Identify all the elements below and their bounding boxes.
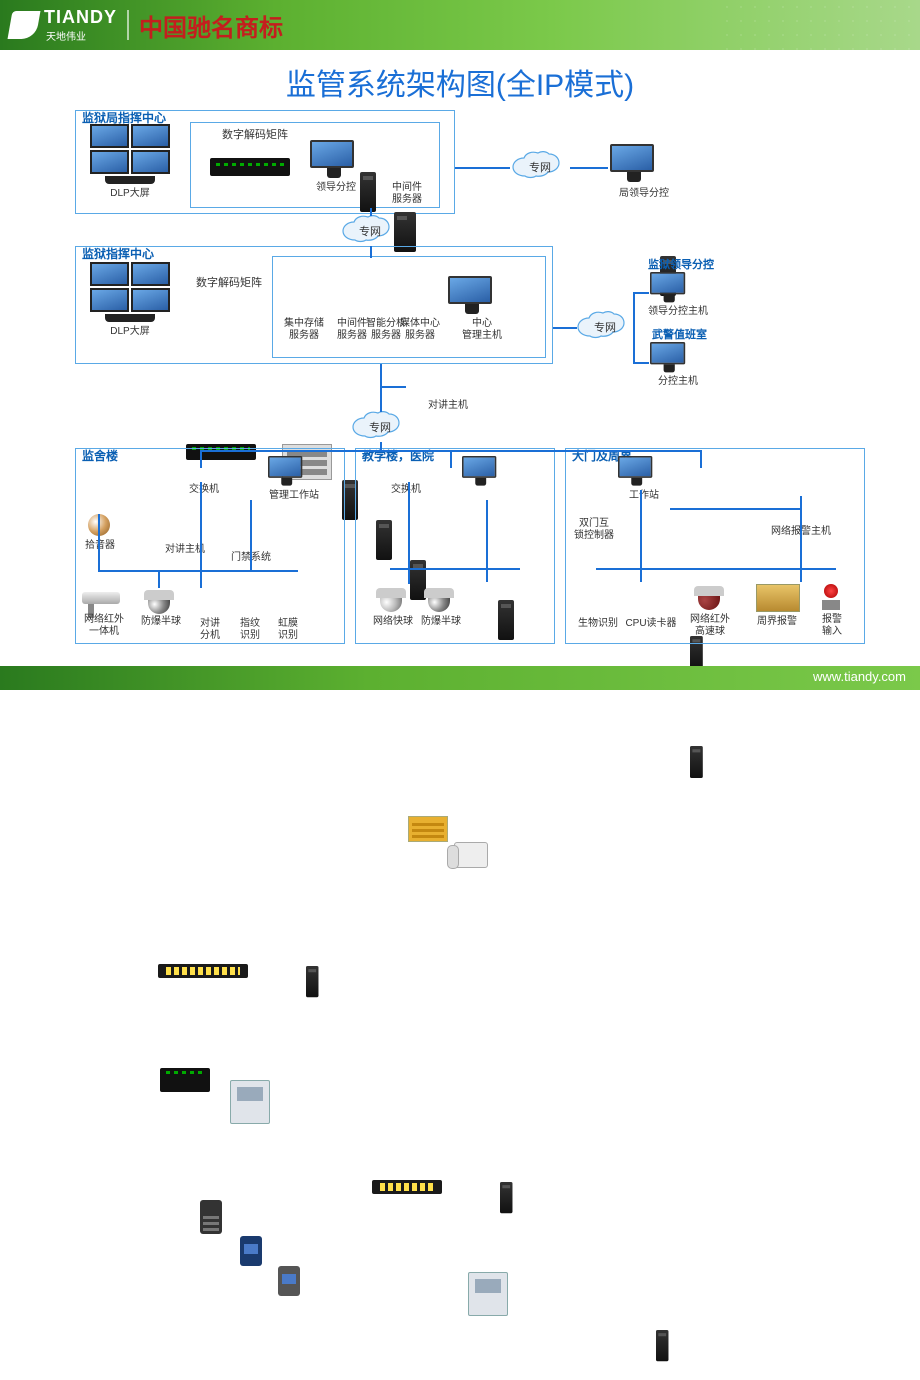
guard-tower — [690, 746, 703, 778]
region-prison-title: 监狱指挥中心 — [82, 245, 154, 262]
dorm-cam1 — [82, 592, 126, 610]
lbl-decoder1: 数字解码矩阵 — [222, 126, 288, 142]
intercom-phone — [454, 842, 488, 868]
lbl-gate-bio: 生物识别 — [574, 618, 622, 630]
teach-cam2 — [424, 588, 454, 612]
dorm-cam2 — [144, 590, 174, 614]
lbl-guard: 分控主机 — [650, 376, 706, 388]
dorm-kp — [200, 1200, 222, 1234]
lbl-teach-cam2: 防爆半球 — [416, 616, 466, 628]
page-title: 监管系统架构图(全IP模式) — [0, 60, 920, 104]
gate-ws — [618, 456, 655, 487]
gate-cam — [694, 586, 724, 610]
teach-ws-tower — [500, 1182, 512, 1213]
intercom-panel — [408, 816, 448, 842]
cloud-2-lbl: 专网 — [340, 223, 400, 239]
cloud-1: 专网 — [510, 150, 570, 184]
lbl-dorm-mic: 拾音器 — [80, 540, 120, 552]
lbl-gate-ctl: 双门互 锁控制器 — [574, 518, 614, 541]
lbl-center: 中心 管理主机 — [454, 318, 510, 341]
lbl-dorm-kp: 对讲 分机 — [192, 618, 228, 641]
dorm-ws — [268, 456, 305, 487]
gate-ain — [822, 584, 840, 610]
lbl-teach-cam1: 网络快球 — [368, 616, 418, 628]
cloud-1-lbl: 专网 — [510, 159, 570, 175]
ext2-titleA: 监狱领导分控 — [648, 256, 714, 272]
leader-tower-1 — [360, 172, 376, 212]
lbl-gate-ain: 报警 输入 — [812, 614, 852, 637]
lbl-dorm-cam1: 网络红外 一体机 — [76, 614, 132, 637]
lbl-teach-sw: 交换机 — [386, 484, 426, 496]
dorm-iris — [278, 1266, 300, 1296]
teach-ws — [462, 456, 499, 487]
lbl-intercom: 对讲主机 — [420, 400, 476, 412]
lbl-dorm-ic: 对讲主机 — [160, 544, 210, 556]
logo-cn: 天地伟业 — [46, 28, 117, 43]
lbl-media: 媒体中心 服务器 — [396, 318, 444, 341]
lbl-dlp1: DLP大屏 — [92, 188, 168, 200]
lbl-gate-perim: 周界报警 — [750, 616, 804, 628]
lbl-gate-cam: 网络红外 高速球 — [682, 614, 738, 637]
dorm-access — [230, 1080, 270, 1124]
teach-cam1 — [376, 588, 406, 612]
cloud-2: 专网 — [340, 214, 400, 248]
region-teach: 教学楼，医院 — [355, 448, 555, 644]
lbl-dorm-cam2: 防爆半球 — [138, 616, 184, 628]
dorm-switch — [158, 964, 248, 978]
gate-perim — [756, 584, 800, 612]
lbl-prison-leader: 领导分控主机 — [642, 306, 714, 318]
cloud-3-lbl: 专网 — [575, 319, 635, 335]
lbl-storage: 集中存储 服务器 — [276, 318, 332, 341]
lbl-decoder2: 数字解码矩阵 — [196, 274, 262, 290]
dlp-wall-2 — [90, 262, 170, 322]
cloud-4: 专网 — [350, 410, 410, 444]
teach-switch — [372, 1180, 442, 1194]
logo-mark — [8, 11, 41, 39]
dorm-fp — [240, 1236, 262, 1266]
bureau-leader-pc — [610, 144, 658, 184]
guard-pc — [650, 342, 688, 374]
header-bar: TIANDY 天地伟业 中国驰名商标 — [0, 0, 920, 50]
lbl-bureau-leader: 局领导分控 — [614, 188, 674, 200]
footer-bar: www.tiandy.com — [0, 666, 920, 690]
lbl-leader1: 领导分控 — [312, 182, 360, 194]
lbl-mw1: 中间件 服务器 — [382, 182, 432, 205]
teach-access — [468, 1272, 508, 1316]
dlp-wall-1 — [90, 124, 170, 184]
lbl-dorm-ir: 虹膜 识别 — [270, 618, 306, 641]
lbl-gate-rd: CPU读卡器 — [622, 618, 680, 630]
cloud-4-lbl: 专网 — [350, 419, 410, 435]
lbl-dorm-fp: 指纹 识别 — [232, 618, 268, 641]
dorm-intercom — [160, 1068, 210, 1092]
diagram-canvas: 监狱局指挥中心 DLP大屏 数字解码矩阵 领导分控 中间件 服务器 专网 局领导… — [0, 100, 920, 660]
dorm-ws-tower — [306, 966, 318, 997]
lbl-gate-ws: 工作站 — [622, 490, 666, 502]
cloud-3: 专网 — [575, 310, 635, 344]
prison-leader-pc — [650, 272, 688, 304]
center-host — [448, 276, 496, 316]
brand-slogan: 中国驰名商标 — [139, 8, 283, 43]
lbl-dorm-sw: 交换机 — [184, 484, 224, 496]
footer-url: www.tiandy.com — [813, 669, 906, 684]
subgroup-2 — [272, 256, 546, 358]
ext2-titleB: 武警值班室 — [652, 326, 707, 342]
leader-pc-1 — [310, 140, 358, 180]
logo-en: TIANDY — [44, 7, 117, 28]
lbl-dorm-ws: 管理工作站 — [264, 490, 324, 502]
header-divider — [127, 10, 129, 40]
logo-block: TIANDY 天地伟业 — [44, 7, 117, 43]
decoder-rack-1b — [210, 160, 290, 176]
gate-ws-tower — [656, 1330, 668, 1361]
region-dorm-title: 监舍楼 — [82, 447, 118, 464]
lbl-dlp2: DLP大屏 — [92, 326, 168, 338]
